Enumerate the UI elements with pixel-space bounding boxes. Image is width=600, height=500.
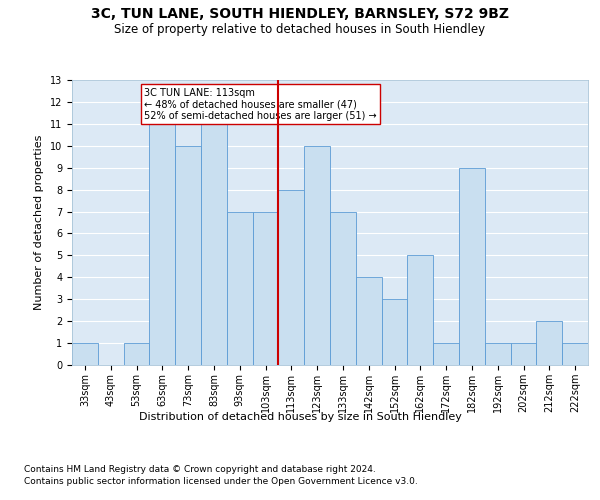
Bar [227,212,253,365]
Text: Distribution of detached houses by size in South Hiendley: Distribution of detached houses by size … [139,412,461,422]
Bar [72,343,98,365]
Text: 3C TUN LANE: 113sqm
← 48% of detached houses are smaller (47)
52% of semi-detach: 3C TUN LANE: 113sqm ← 48% of detached ho… [144,88,377,121]
Bar [536,321,562,365]
Text: 3C, TUN LANE, SOUTH HIENDLEY, BARNSLEY, S72 9BZ: 3C, TUN LANE, SOUTH HIENDLEY, BARNSLEY, … [91,8,509,22]
Bar [562,343,588,365]
Bar [253,212,278,365]
Bar [407,256,433,365]
Bar [201,124,227,365]
Bar [382,299,407,365]
Bar [433,343,459,365]
Bar [175,146,201,365]
Text: Contains public sector information licensed under the Open Government Licence v3: Contains public sector information licen… [24,478,418,486]
Bar [304,146,330,365]
Text: Contains HM Land Registry data © Crown copyright and database right 2024.: Contains HM Land Registry data © Crown c… [24,465,376,474]
Bar [511,343,536,365]
Bar [356,278,382,365]
Bar [124,343,149,365]
Text: Size of property relative to detached houses in South Hiendley: Size of property relative to detached ho… [115,22,485,36]
Bar [330,212,356,365]
Bar [149,124,175,365]
Y-axis label: Number of detached properties: Number of detached properties [34,135,44,310]
Bar [278,190,304,365]
Bar [459,168,485,365]
Bar [485,343,511,365]
